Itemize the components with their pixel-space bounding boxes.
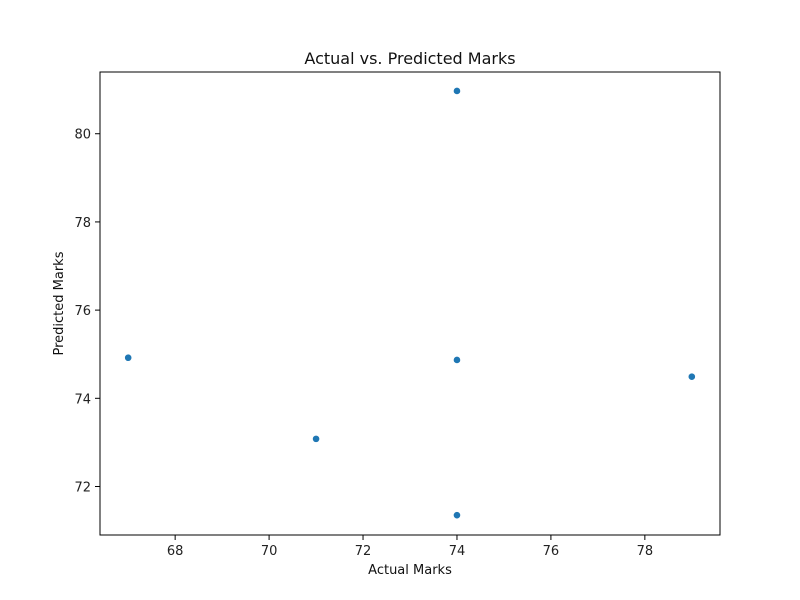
data-point: [453, 511, 461, 520]
y-tick-label: 78: [74, 216, 91, 231]
data-point: [453, 356, 461, 364]
y-tick-label: 76: [74, 304, 91, 319]
y-axis-label: Predicted Marks: [52, 251, 67, 355]
x-axis-label: Actual Marks: [368, 563, 452, 578]
plot-area: [99, 71, 721, 536]
data-point: [453, 87, 461, 95]
x-tick-label: 76: [543, 544, 560, 559]
y-tick-label: 72: [74, 480, 91, 495]
x-tick-label: 74: [449, 544, 466, 559]
x-tick-label: 78: [637, 544, 654, 559]
y-axis: 72 74 76 78 80: [74, 128, 100, 495]
data-points: [124, 87, 696, 520]
x-tick-label: 72: [355, 544, 372, 559]
x-tick-label: 70: [261, 544, 278, 559]
y-tick-label: 74: [74, 392, 91, 407]
y-tick-label: 80: [74, 128, 91, 143]
x-tick-label: 68: [167, 544, 184, 559]
data-point: [124, 353, 133, 362]
data-point: [312, 434, 320, 443]
x-axis: 68 70 72 74 76 78: [167, 535, 653, 559]
chart-title: Actual vs. Predicted Marks: [304, 49, 515, 68]
data-point: [687, 372, 696, 381]
